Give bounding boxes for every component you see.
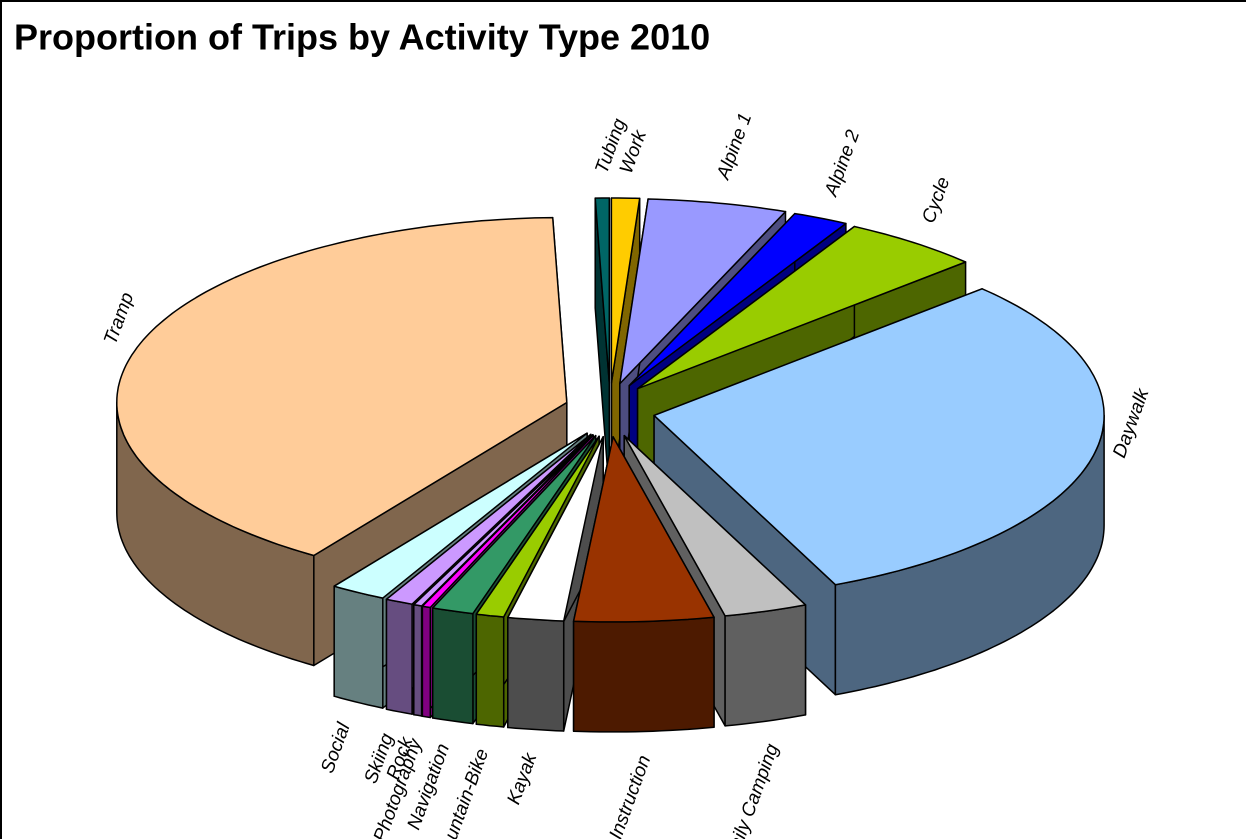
slice bbox=[594, 197, 611, 384]
slice-wall bbox=[385, 598, 413, 715]
slice-wall bbox=[413, 603, 423, 717]
slice bbox=[636, 225, 967, 390]
slice bbox=[623, 434, 807, 617]
slice bbox=[431, 434, 597, 615]
slice-wall bbox=[431, 607, 474, 725]
slice bbox=[507, 435, 604, 622]
slice bbox=[333, 432, 588, 599]
slice bbox=[628, 212, 847, 387]
slice bbox=[421, 434, 595, 609]
slice-wall bbox=[333, 585, 384, 709]
slice bbox=[653, 288, 1105, 586]
slice bbox=[385, 433, 592, 605]
slice bbox=[116, 216, 568, 557]
slice bbox=[572, 436, 715, 623]
slice-wall bbox=[724, 604, 807, 727]
slice-wall bbox=[507, 616, 565, 732]
slice-wall bbox=[572, 616, 715, 733]
slice bbox=[610, 197, 641, 384]
slice bbox=[475, 435, 600, 618]
slice bbox=[619, 198, 787, 385]
slice-wall bbox=[475, 613, 505, 728]
slice-wall bbox=[421, 605, 432, 719]
chart-title: Proportion of Trips by Activity Type 201… bbox=[14, 17, 710, 58]
